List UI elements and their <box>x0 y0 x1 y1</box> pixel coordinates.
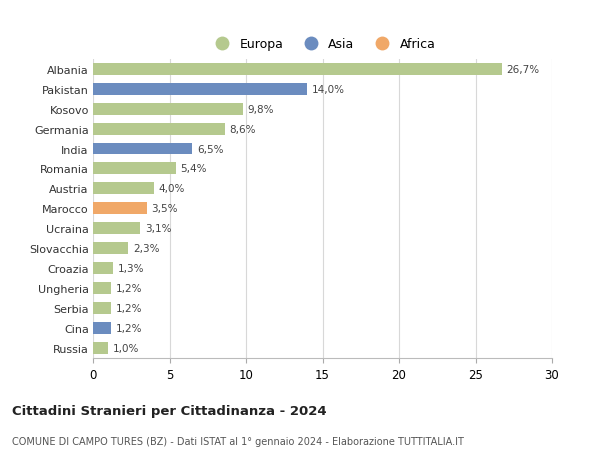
Bar <box>93 203 146 215</box>
Bar <box>93 123 224 135</box>
Bar <box>93 263 113 274</box>
Bar <box>93 302 112 314</box>
Text: 1,3%: 1,3% <box>118 263 144 274</box>
Text: 26,7%: 26,7% <box>506 65 539 75</box>
Bar <box>93 143 193 155</box>
Bar <box>93 342 108 354</box>
Text: 1,2%: 1,2% <box>116 283 142 293</box>
Text: COMUNE DI CAMPO TURES (BZ) - Dati ISTAT al 1° gennaio 2024 - Elaborazione TUTTIT: COMUNE DI CAMPO TURES (BZ) - Dati ISTAT … <box>12 436 464 446</box>
Text: 1,2%: 1,2% <box>116 303 142 313</box>
Text: 8,6%: 8,6% <box>229 124 256 134</box>
Bar <box>93 163 176 175</box>
Legend: Europa, Asia, Africa: Europa, Asia, Africa <box>205 33 440 56</box>
Text: 9,8%: 9,8% <box>248 104 274 114</box>
Text: 3,1%: 3,1% <box>145 224 172 234</box>
Bar <box>93 84 307 95</box>
Bar <box>93 243 128 255</box>
Text: 3,5%: 3,5% <box>151 204 178 214</box>
Bar <box>93 103 243 115</box>
Bar <box>93 183 154 195</box>
Text: 1,2%: 1,2% <box>116 323 142 333</box>
Bar <box>93 282 112 294</box>
Text: 2,3%: 2,3% <box>133 244 159 254</box>
Bar <box>93 64 502 76</box>
Text: 5,4%: 5,4% <box>180 164 207 174</box>
Bar <box>93 322 112 334</box>
Bar <box>93 223 140 235</box>
Text: 1,0%: 1,0% <box>113 343 139 353</box>
Text: 6,5%: 6,5% <box>197 144 224 154</box>
Text: 4,0%: 4,0% <box>159 184 185 194</box>
Text: Cittadini Stranieri per Cittadinanza - 2024: Cittadini Stranieri per Cittadinanza - 2… <box>12 404 326 417</box>
Text: 14,0%: 14,0% <box>312 84 345 95</box>
